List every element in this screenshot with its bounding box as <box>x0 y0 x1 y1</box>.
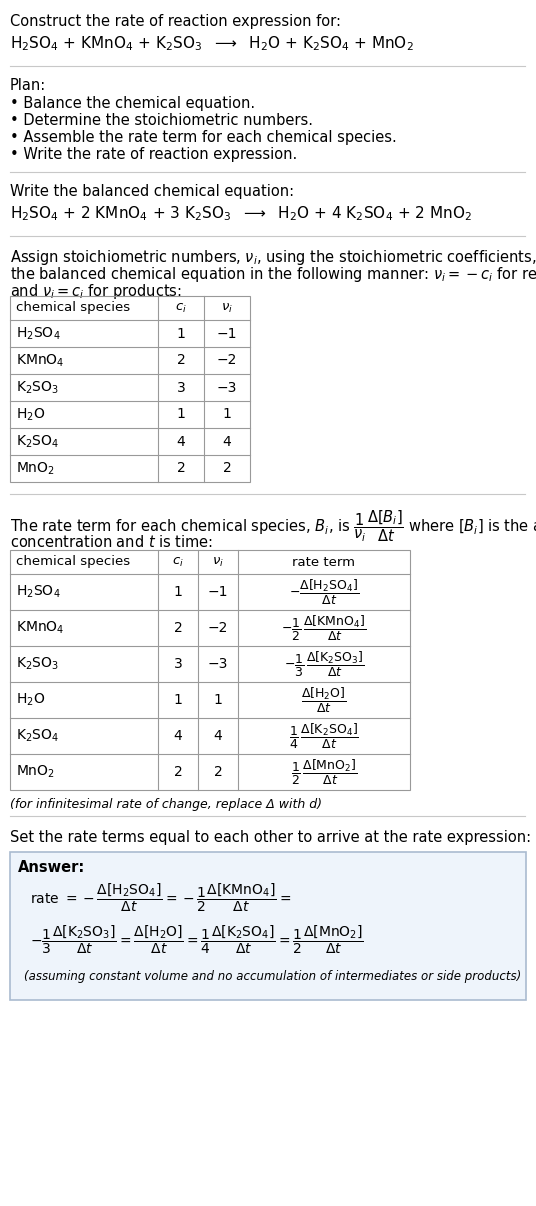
Bar <box>10 295 250 482</box>
Text: $\mathregular{KMnO_4}$: $\mathregular{KMnO_4}$ <box>16 620 64 637</box>
Text: 3: 3 <box>174 657 182 671</box>
Text: $\mathregular{H_2SO_4}$ + $\mathregular{KMnO_4}$ + $\mathregular{K_2SO_3}$  $\lo: $\mathregular{H_2SO_4}$ + $\mathregular{… <box>10 34 414 53</box>
Text: Assign stoichiometric numbers, $\nu_i$, using the stoichiometric coefficients, $: Assign stoichiometric numbers, $\nu_i$, … <box>10 248 536 267</box>
Text: $\dfrac{1}{4}\,\dfrac{\Delta[\mathregular{K_2SO_4}]}{\Delta t}$: $\dfrac{1}{4}\,\dfrac{\Delta[\mathregula… <box>289 721 359 750</box>
Text: $\dfrac{\Delta[\mathregular{H_2O}]}{\Delta t}$: $\dfrac{\Delta[\mathregular{H_2O}]}{\Del… <box>301 685 347 714</box>
Bar <box>10 550 410 790</box>
Text: rate term: rate term <box>293 556 355 568</box>
Text: 4: 4 <box>177 434 185 449</box>
Text: $\mathregular{H_2SO_4}$: $\mathregular{H_2SO_4}$ <box>16 326 61 341</box>
Text: Answer:: Answer: <box>18 860 85 876</box>
Text: 4: 4 <box>222 434 232 449</box>
Text: rate $= -\dfrac{\Delta[\mathregular{H_2SO_4}]}{\Delta t} = -\dfrac{1}{2}\dfrac{\: rate $= -\dfrac{\Delta[\mathregular{H_2S… <box>30 882 292 914</box>
Text: $\mathregular{H_2O}$: $\mathregular{H_2O}$ <box>16 692 45 708</box>
Text: 2: 2 <box>222 462 232 475</box>
Text: $\mathregular{MnO_2}$: $\mathregular{MnO_2}$ <box>16 461 55 476</box>
Text: the balanced chemical equation in the following manner: $\nu_i = -c_i$ for react: the balanced chemical equation in the fo… <box>10 265 536 283</box>
Text: $\dfrac{1}{2}\,\dfrac{\Delta[\mathregular{MnO_2}]}{\Delta t}$: $\dfrac{1}{2}\,\dfrac{\Delta[\mathregula… <box>291 757 357 786</box>
Text: $-\dfrac{1}{3}\,\dfrac{\Delta[\mathregular{K_2SO_3}]}{\Delta t}$: $-\dfrac{1}{3}\,\dfrac{\Delta[\mathregul… <box>284 650 364 679</box>
Text: −1: −1 <box>208 585 228 599</box>
Text: 2: 2 <box>177 353 185 368</box>
Text: The rate term for each chemical species, $B_i$, is $\dfrac{1}{\nu_i}\dfrac{\Delt: The rate term for each chemical species,… <box>10 508 536 544</box>
Text: −3: −3 <box>217 381 237 394</box>
Text: 2: 2 <box>214 765 222 779</box>
Text: $\mathregular{KMnO_4}$: $\mathregular{KMnO_4}$ <box>16 352 64 369</box>
Text: $\mathregular{K_2SO_3}$: $\mathregular{K_2SO_3}$ <box>16 656 59 672</box>
Text: $\nu_i$: $\nu_i$ <box>221 302 233 315</box>
Text: 2: 2 <box>174 765 182 779</box>
Text: concentration and $t$ is time:: concentration and $t$ is time: <box>10 534 213 550</box>
Text: $c_i$: $c_i$ <box>172 556 184 568</box>
Text: 2: 2 <box>177 462 185 475</box>
Text: 2: 2 <box>174 621 182 636</box>
Text: 4: 4 <box>174 728 182 743</box>
Text: 1: 1 <box>176 327 185 340</box>
Text: $\mathregular{K_2SO_4}$: $\mathregular{K_2SO_4}$ <box>16 727 59 744</box>
Text: 1: 1 <box>213 693 222 707</box>
Text: • Assemble the rate term for each chemical species.: • Assemble the rate term for each chemic… <box>10 130 397 145</box>
Text: chemical species: chemical species <box>16 556 130 568</box>
Text: 3: 3 <box>177 381 185 394</box>
Text: $-\dfrac{1}{2}\,\dfrac{\Delta[\mathregular{KMnO_4}]}{\Delta t}$: $-\dfrac{1}{2}\,\dfrac{\Delta[\mathregul… <box>281 614 367 643</box>
Text: $\mathregular{K_2SO_3}$: $\mathregular{K_2SO_3}$ <box>16 380 59 396</box>
Text: Set the rate terms equal to each other to arrive at the rate expression:: Set the rate terms equal to each other t… <box>10 830 531 845</box>
Text: −2: −2 <box>208 621 228 636</box>
Text: $\mathregular{MnO_2}$: $\mathregular{MnO_2}$ <box>16 763 55 780</box>
Text: $c_i$: $c_i$ <box>175 302 187 315</box>
Text: $\mathregular{H_2O}$: $\mathregular{H_2O}$ <box>16 406 45 422</box>
Text: −2: −2 <box>217 353 237 368</box>
Text: $\nu_i$: $\nu_i$ <box>212 556 224 568</box>
Text: $\mathregular{H_2SO_4}$ + 2 $\mathregular{KMnO_4}$ + 3 $\mathregular{K_2SO_3}$  : $\mathregular{H_2SO_4}$ + 2 $\mathregula… <box>10 204 472 223</box>
Text: • Write the rate of reaction expression.: • Write the rate of reaction expression. <box>10 147 297 162</box>
Text: Construct the rate of reaction expression for:: Construct the rate of reaction expressio… <box>10 14 341 29</box>
Text: Write the balanced chemical equation:: Write the balanced chemical equation: <box>10 185 294 199</box>
Text: −1: −1 <box>217 327 237 340</box>
Text: $\mathregular{H_2SO_4}$: $\mathregular{H_2SO_4}$ <box>16 584 61 601</box>
Text: • Balance the chemical equation.: • Balance the chemical equation. <box>10 96 255 111</box>
Text: Plan:: Plan: <box>10 78 46 93</box>
Bar <box>10 851 526 1000</box>
Text: $-\dfrac{\Delta[\mathregular{H_2SO_4}]}{\Delta t}$: $-\dfrac{\Delta[\mathregular{H_2SO_4}]}{… <box>289 578 359 607</box>
Text: $\mathregular{K_2SO_4}$: $\mathregular{K_2SO_4}$ <box>16 433 59 450</box>
Text: 1: 1 <box>176 408 185 422</box>
Text: 1: 1 <box>174 585 182 599</box>
Text: (assuming constant volume and no accumulation of intermediates or side products): (assuming constant volume and no accumul… <box>24 970 521 983</box>
Text: 1: 1 <box>174 693 182 707</box>
Text: 4: 4 <box>214 728 222 743</box>
Text: 1: 1 <box>222 408 232 422</box>
Text: chemical species: chemical species <box>16 302 130 315</box>
Text: $-\dfrac{1}{3}\dfrac{\Delta[\mathregular{K_2SO_3}]}{\Delta t} = \dfrac{\Delta[\m: $-\dfrac{1}{3}\dfrac{\Delta[\mathregular… <box>30 924 364 956</box>
Text: • Determine the stoichiometric numbers.: • Determine the stoichiometric numbers. <box>10 113 313 128</box>
Text: −3: −3 <box>208 657 228 671</box>
Text: (for infinitesimal rate of change, replace Δ with d): (for infinitesimal rate of change, repla… <box>10 798 322 810</box>
Text: and $\nu_i = c_i$ for products:: and $\nu_i = c_i$ for products: <box>10 282 182 302</box>
